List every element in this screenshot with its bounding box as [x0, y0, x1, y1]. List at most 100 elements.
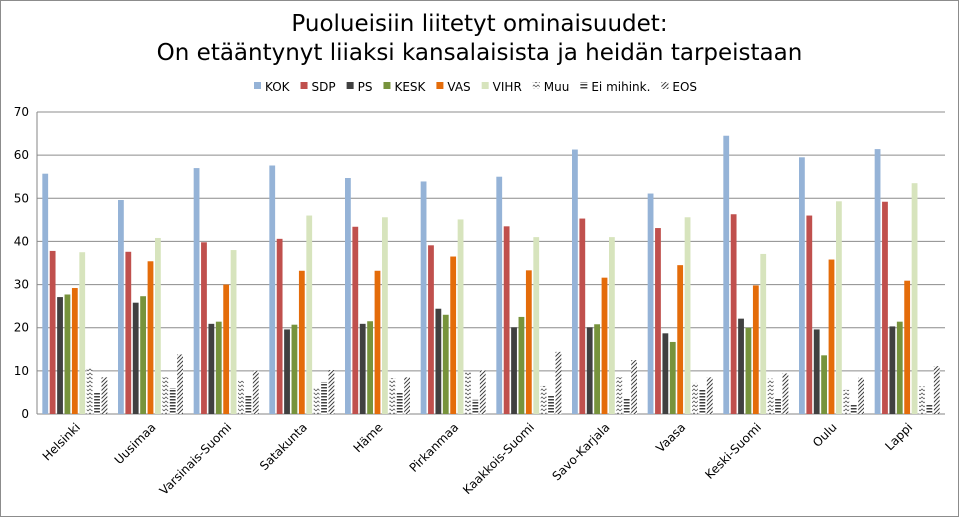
bar-sdp-2 — [125, 251, 132, 414]
legend-swatch — [661, 82, 669, 89]
bar-vas-7 — [525, 270, 532, 414]
legend-label: KESK — [394, 80, 426, 94]
bar-muu-5 — [389, 378, 396, 414]
legend-swatch — [436, 82, 444, 89]
bar-eos-6 — [479, 370, 486, 414]
bar-vihr-11 — [836, 201, 842, 414]
bar-sdp-8 — [579, 218, 586, 414]
bar-ps-12 — [889, 326, 896, 414]
bar-ei-mihink-10 — [775, 397, 781, 414]
bar-muu-7 — [540, 385, 547, 414]
bar-kesk-1 — [64, 294, 71, 414]
x-tick-label: Häme — [351, 420, 386, 455]
bar-kok-9 — [647, 193, 654, 414]
legend-swatch — [383, 82, 391, 89]
bar-ps-3 — [208, 323, 215, 414]
bar-kok-3 — [193, 168, 200, 414]
bar-eos-1 — [101, 377, 108, 414]
y-tick-label: 40 — [14, 234, 29, 248]
bar-muu-4 — [313, 387, 320, 414]
legend-swatch — [346, 82, 354, 89]
bar-kok-8 — [572, 149, 578, 414]
bar-vihr-1 — [79, 252, 86, 414]
x-tick-label: Helsinki — [40, 420, 83, 463]
bar-sdp-6 — [428, 245, 434, 414]
bar-muu-1 — [86, 367, 93, 414]
bar-ps-5 — [359, 323, 366, 414]
bars — [42, 135, 940, 415]
bar-sdp-9 — [655, 228, 661, 414]
bar-ei-mihink-8 — [623, 398, 630, 414]
legend-label: SDP — [312, 80, 336, 94]
bar-vihr-3 — [230, 250, 237, 414]
bar-kesk-11 — [821, 355, 827, 414]
bar-ps-11 — [813, 329, 820, 414]
bar-vas-5 — [374, 270, 381, 414]
bar-kok-10 — [723, 135, 730, 414]
bar-sdp-3 — [201, 242, 207, 414]
y-axis-ticks: 0 10 20 30 40 50 60 70 — [14, 105, 29, 421]
bar-muu-6 — [465, 371, 471, 414]
bar-ei-mihink-1 — [94, 391, 100, 414]
bar-kesk-8 — [594, 324, 600, 414]
chart-title-block: Puolueisiin liitetyt ominaisuudet: On et… — [0, 10, 959, 68]
bar-ei-mihink-11 — [850, 404, 857, 414]
bar-vas-10 — [752, 285, 759, 414]
bar-eos-2 — [177, 354, 183, 414]
bar-kesk-12 — [896, 321, 903, 414]
legend: KOK SDP PS KESK VAS VIHR Muu Ei mihink. EOS — [254, 80, 697, 94]
y-tick-label: 20 — [14, 321, 29, 335]
bar-ei-mihink-4 — [321, 382, 327, 414]
bar-sdp-10 — [730, 214, 737, 414]
legend-label: Ei mihink. — [591, 80, 650, 94]
x-tick-label: Vaasa — [653, 420, 688, 455]
bar-ei-mihink-5 — [396, 391, 403, 414]
bar-kesk-9 — [669, 341, 676, 414]
bar-vas-1 — [71, 288, 78, 414]
bar-vihr-2 — [155, 237, 161, 414]
bar-kesk-2 — [140, 296, 146, 414]
chart-title: Puolueisiin liitetyt ominaisuudet: — [291, 11, 668, 37]
bar-eos-5 — [404, 377, 410, 414]
x-tick-label: Kaakkois-Suomi — [460, 420, 537, 497]
bar-eos-3 — [252, 370, 259, 414]
bar-muu-9 — [692, 382, 698, 414]
bar-ps-2 — [132, 302, 139, 414]
bar-vihr-6 — [457, 219, 464, 414]
bar-eos-12 — [933, 366, 940, 414]
bar-vas-6 — [450, 256, 457, 414]
legend-label: Muu — [544, 80, 570, 94]
bar-muu-10 — [767, 378, 774, 414]
bar-ps-9 — [662, 333, 669, 414]
x-tick-label: Savo-Karjala — [549, 420, 612, 483]
bar-kesk-3 — [215, 321, 222, 414]
bar-ei-mihink-2 — [169, 388, 176, 414]
legend-label: VIHR — [493, 80, 522, 94]
bar-ei-mihink-6 — [472, 399, 479, 414]
bar-sdp-1 — [49, 250, 56, 414]
bar-kok-7 — [496, 176, 503, 414]
legend-swatch — [300, 82, 308, 89]
bar-kesk-5 — [367, 321, 373, 414]
legend-label: PS — [358, 80, 373, 94]
bar-ps-7 — [511, 327, 517, 414]
bar-vas-4 — [298, 270, 305, 414]
bar-kesk-10 — [745, 327, 752, 414]
y-tick-label: 60 — [14, 148, 29, 162]
x-tick-label: Uusimaa — [112, 420, 159, 467]
x-tick-label: Keski-Suomi — [702, 420, 764, 482]
y-tick-label: 10 — [14, 364, 29, 378]
x-tick-label: Oulu — [810, 420, 840, 450]
bar-ei-mihink-3 — [245, 395, 252, 414]
bar-kesk-4 — [291, 324, 298, 414]
bar-ps-4 — [284, 329, 290, 414]
bar-eos-9 — [706, 377, 713, 414]
x-tick-label: Satakunta — [257, 420, 310, 473]
bar-kok-4 — [269, 165, 276, 414]
legend-label: EOS — [672, 80, 697, 94]
bar-kesk-6 — [442, 314, 449, 414]
bar-kok-1 — [42, 173, 49, 414]
bar-kok-2 — [118, 200, 124, 414]
